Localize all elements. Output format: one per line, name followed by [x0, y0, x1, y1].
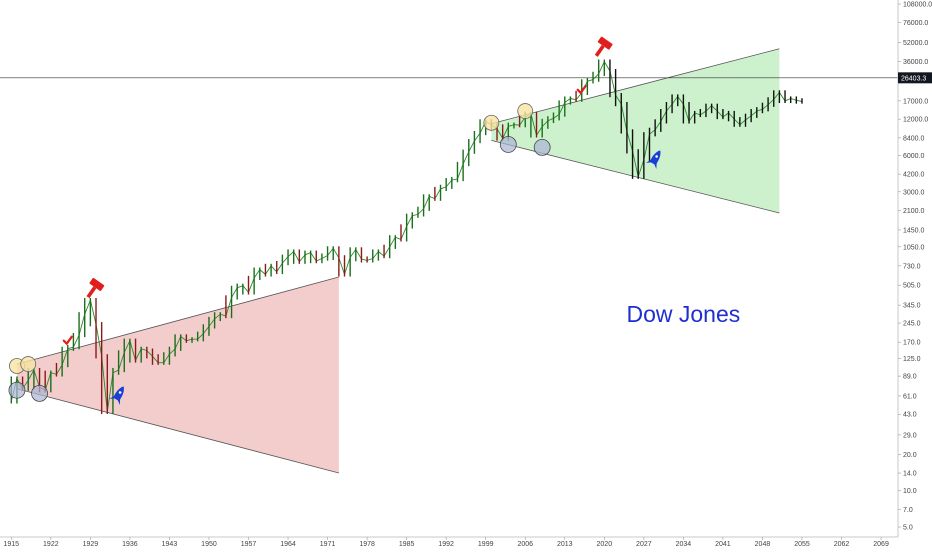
x-tick-label: 2034 — [676, 541, 692, 548]
x-tick-label: 2041 — [715, 541, 731, 548]
y-tick-label: 89.0 — [903, 374, 917, 381]
bottom-circle-marker — [533, 138, 551, 156]
series-group — [10, 59, 803, 414]
x-tick-label: 1936 — [122, 541, 138, 548]
y-tick-label: 108000.0 — [903, 2, 932, 9]
y-tick-label: 14.0 — [903, 471, 917, 478]
y-tick-label: 36000.0 — [903, 59, 928, 66]
hammer-icon — [86, 277, 105, 299]
x-tick-label: 1915 — [4, 541, 20, 548]
y-tick-label: 3000.0 — [903, 189, 925, 196]
annotation-group: Dow Jones — [626, 301, 740, 327]
x-tick-label: 1957 — [241, 541, 257, 548]
rocket-body — [113, 386, 124, 401]
y-tick-label: 12000.0 — [903, 117, 928, 124]
y-tick-label: 505.0 — [903, 283, 921, 290]
rocket-fins — [645, 159, 657, 170]
x-tick-label: 1971 — [320, 541, 336, 548]
x-tick-label: 1978 — [359, 541, 375, 548]
y-tick-label: 10.0 — [903, 488, 917, 495]
y-tick-label: 7.0 — [903, 507, 913, 514]
top-circle-marker — [483, 114, 500, 131]
x-tick-label: 2013 — [557, 541, 573, 548]
x-tick-label: 1964 — [280, 541, 296, 548]
y-tick-label: 1050.0 — [903, 244, 925, 251]
markers-group — [8, 36, 661, 405]
x-tick-label: 1999 — [478, 541, 494, 548]
x-tick-label: 1922 — [43, 541, 59, 548]
x-tick-label: 1929 — [83, 541, 99, 548]
y-axis[interactable]: 108000.076000.052000.036000.025000.01700… — [898, 2, 932, 532]
y-tick-label: 2100.0 — [903, 208, 925, 215]
megaphone-zone-2 — [491, 48, 780, 214]
chart-annotation-dow-jones: Dow Jones — [626, 301, 740, 327]
megaphone-zone-1 — [16, 277, 339, 474]
top-circle-marker — [517, 103, 534, 119]
megaphone-upper-line-2 — [491, 48, 780, 125]
x-tick-label: 1950 — [201, 541, 217, 548]
x-tick-label: 2006 — [517, 541, 533, 548]
x-tick-label: 2069 — [873, 541, 889, 548]
y-tick-label: 61.0 — [903, 393, 917, 400]
x-tick-label: 2055 — [794, 541, 810, 548]
y-tick-label: 5.0 — [903, 525, 913, 532]
x-tick-label: 2062 — [834, 541, 850, 548]
y-tick-label: 245.0 — [903, 321, 921, 328]
rocket-icon — [645, 150, 661, 170]
x-tick-label: 2027 — [636, 541, 652, 548]
y-tick-label: 17000.0 — [903, 98, 928, 105]
top-circle-marker — [20, 356, 37, 372]
bottom-circle-marker — [31, 385, 48, 402]
y-tick-label: 8400.0 — [903, 135, 925, 142]
y-tick-label: 52000.0 — [903, 40, 928, 47]
x-tick-label: 2048 — [755, 541, 771, 548]
current-price-label-group: 26403.3 — [898, 72, 932, 84]
megaphone-upper-line-1 — [16, 276, 339, 365]
rocket-window — [655, 155, 658, 158]
rocket-fins — [109, 395, 121, 405]
hammer-icon — [594, 36, 613, 57]
hammer-head — [597, 36, 613, 50]
y-tick-label: 43.0 — [903, 412, 917, 419]
megaphone-lower-line-1 — [16, 388, 339, 474]
rocket-window — [118, 391, 122, 394]
x-tick-label: 1985 — [399, 541, 415, 548]
y-tick-label: 4200.0 — [903, 172, 925, 179]
x-tick-label: 2020 — [597, 541, 613, 548]
y-tick-label: 29.0 — [903, 432, 917, 439]
y-tick-label: 125.0 — [903, 356, 921, 363]
y-tick-label: 20.0 — [903, 452, 917, 459]
current-price-label-box — [898, 72, 932, 84]
y-tick-label: 76000.0 — [903, 20, 928, 27]
rocket-icon — [109, 386, 124, 405]
current-price-label: 26403.3 — [901, 75, 926, 82]
y-tick-label: 1450.0 — [903, 227, 925, 234]
bottom-circle-marker — [499, 136, 517, 153]
hammer-head — [89, 277, 105, 291]
check-icon — [62, 335, 73, 346]
y-tick-label: 345.0 — [903, 303, 921, 310]
x-tick-label: 1992 — [438, 541, 454, 548]
x-axis[interactable]: 1915 1922 1929 1936 1943 1950 1957 1964 1971 1978… — [4, 537, 889, 548]
hammer-handle — [594, 44, 605, 57]
bottom-circle-marker — [8, 381, 26, 399]
rocket-body — [650, 150, 661, 165]
x-tick-label: 1943 — [162, 541, 178, 548]
y-tick-label: 170.0 — [903, 340, 921, 347]
hammer-handle — [86, 286, 97, 299]
y-tick-label: 6000.0 — [903, 153, 925, 160]
check-icon — [576, 84, 587, 95]
y-tick-label: 730.0 — [903, 263, 921, 270]
